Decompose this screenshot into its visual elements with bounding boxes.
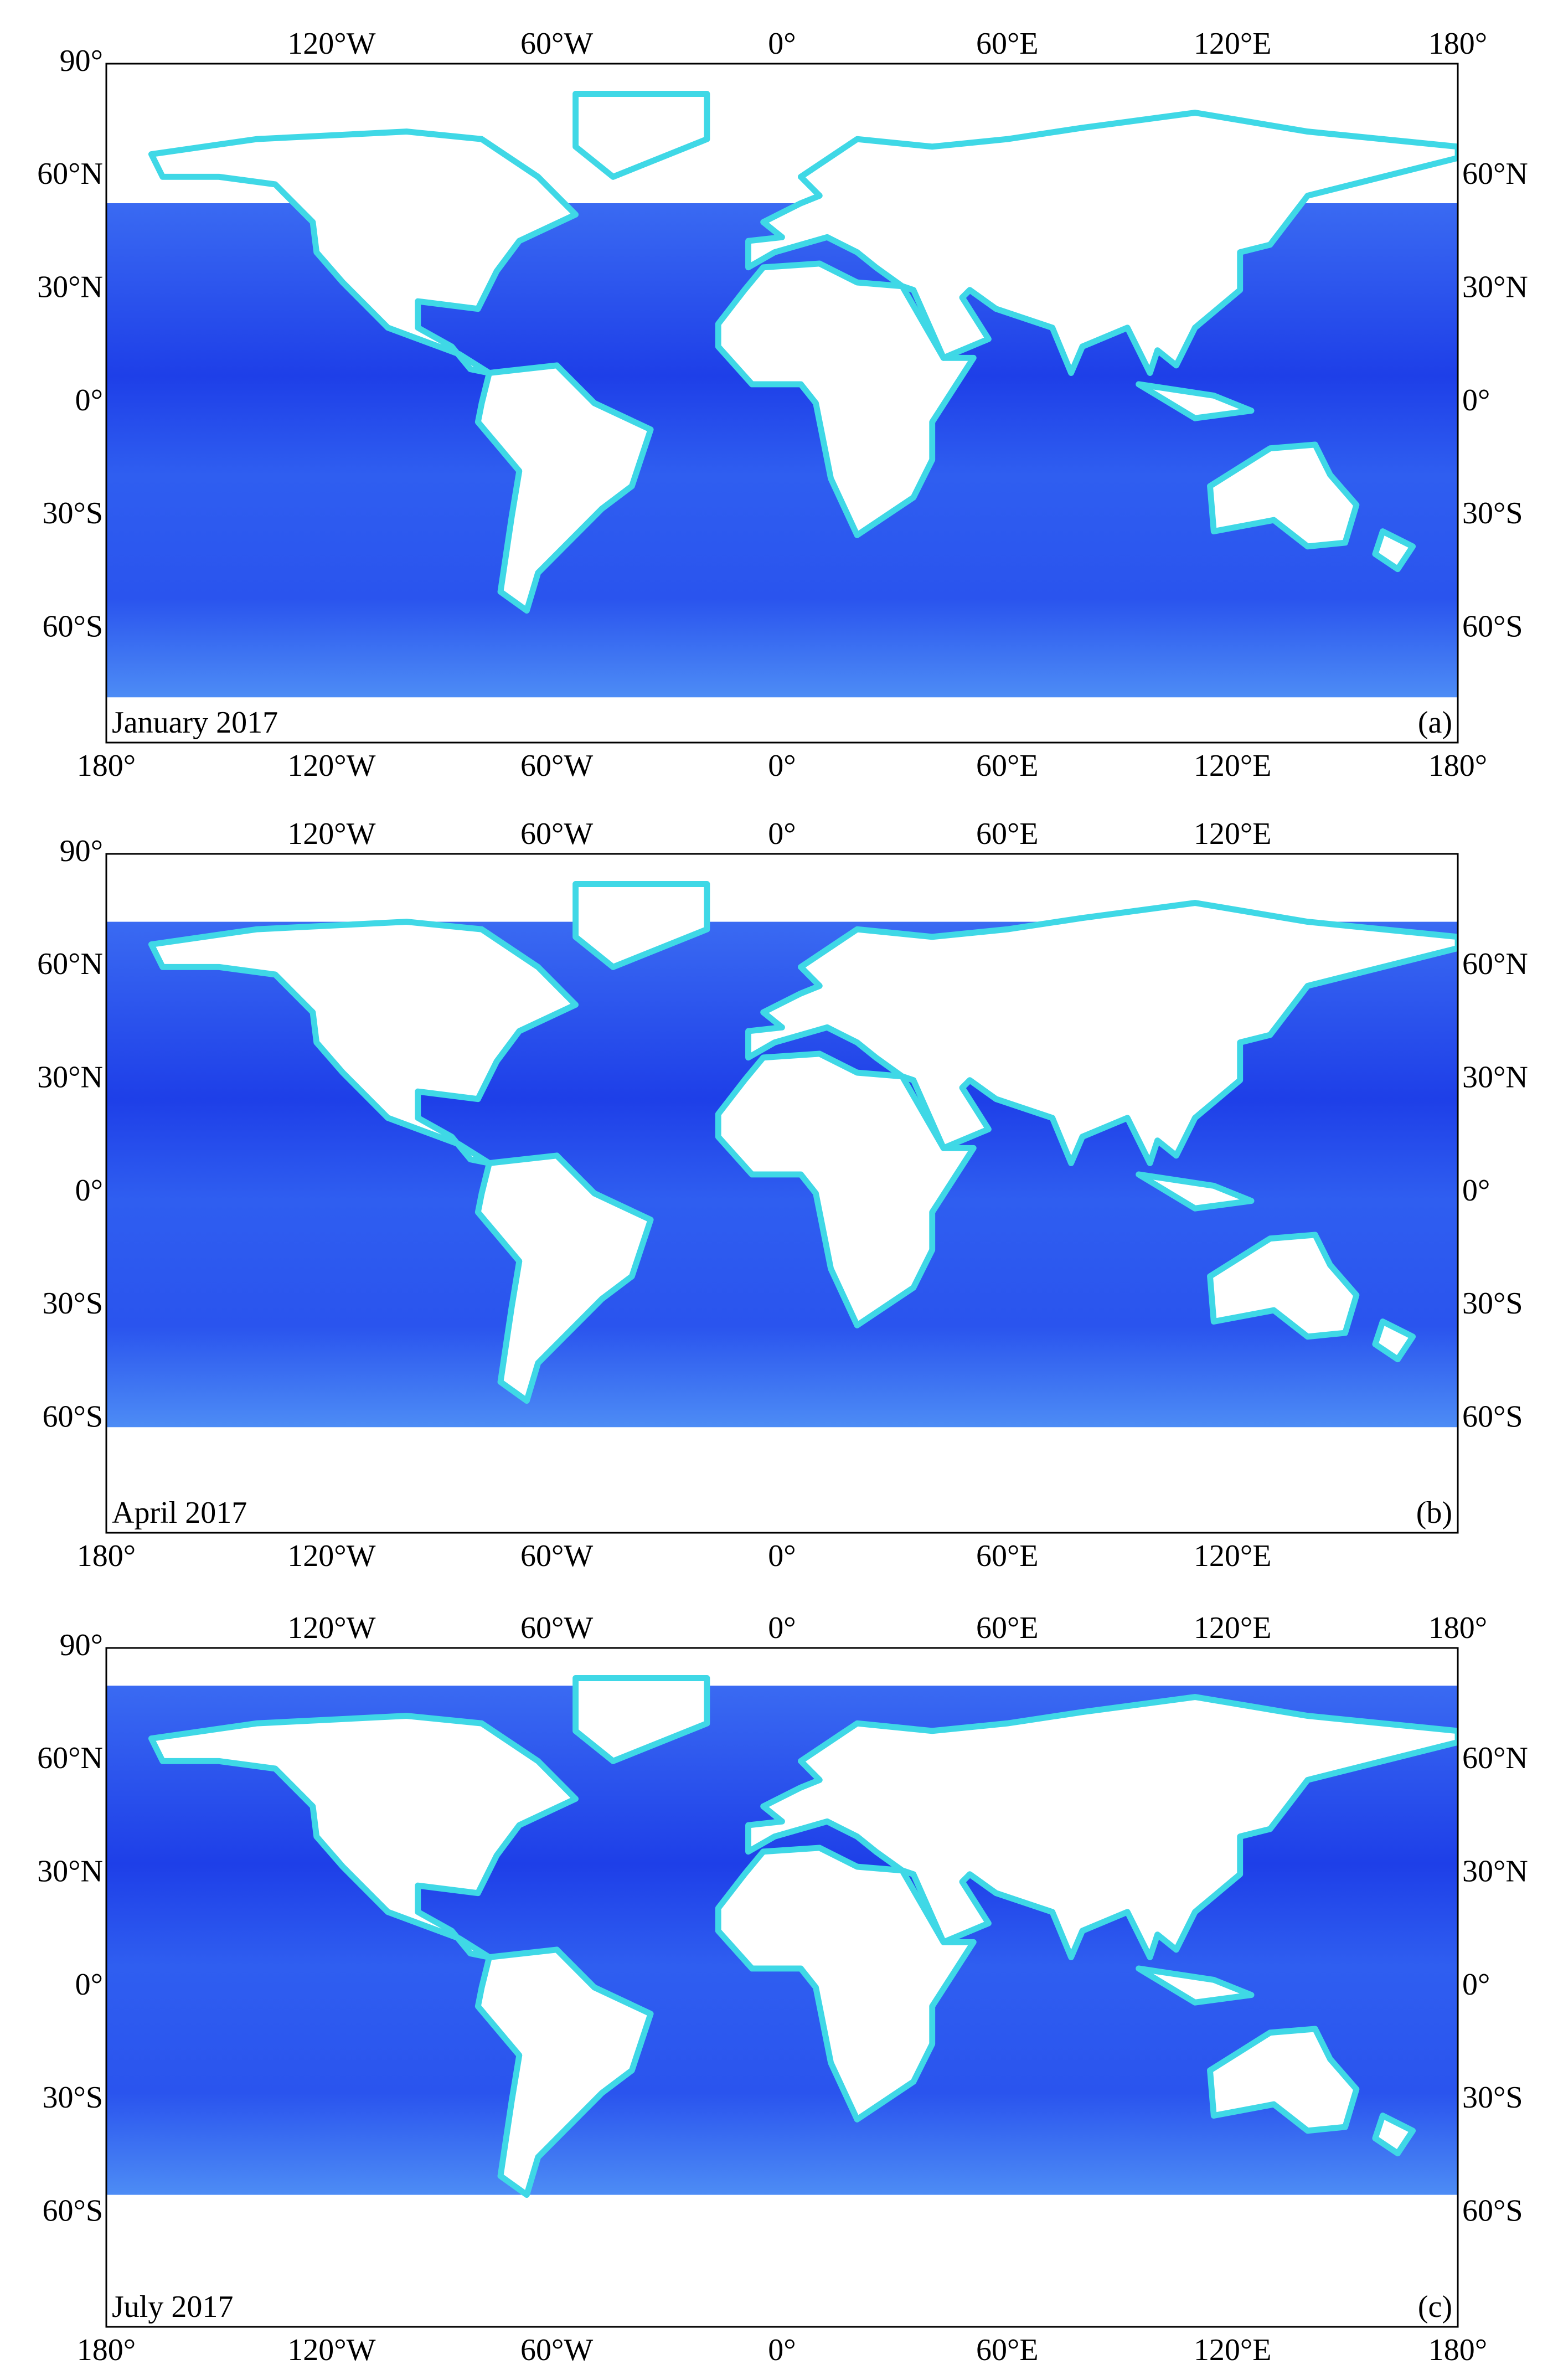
top-tick-label: 120°E (1194, 1611, 1272, 1645)
bottom-tick-label: 0° (768, 749, 796, 783)
left-tick-label: 0° (75, 383, 103, 418)
panel-letter: (b) (1416, 1496, 1452, 1530)
map-area (106, 64, 1458, 743)
panel-date: April 2017 (112, 1496, 247, 1530)
left-tick-label: 60°N (37, 157, 103, 191)
left-tick-label: 30°S (42, 2080, 103, 2115)
bottom-tick-label: 60°E (976, 1539, 1039, 1573)
left-tick-label: 30°N (37, 1060, 103, 1095)
bottom-tick-label: 0° (768, 1539, 796, 1573)
left-tick-label: 30°N (37, 1854, 103, 1889)
map-frame (105, 853, 1459, 1534)
bottom-tick-label: 0° (768, 2333, 796, 2367)
top-tick-label: 60°W (520, 1611, 593, 1645)
right-tick-label: 30°N (1462, 1854, 1528, 1889)
left-tick-label: 60°S (42, 1400, 103, 1434)
bottom-tick-label: 120°W (287, 2333, 375, 2367)
top-tick-label: 120°E (1194, 817, 1272, 851)
right-tick-label: 60°N (1462, 157, 1528, 191)
right-tick-label: 0° (1462, 1173, 1490, 1208)
panel-date: January 2017 (112, 705, 278, 740)
top-tick-label: 60°W (520, 27, 593, 61)
top-tick-label: 60°E (976, 27, 1039, 61)
right-tick-label: 60°N (1462, 947, 1528, 981)
right-tick-label: 30°S (1462, 1286, 1523, 1321)
top-tick-label: 180° (1428, 27, 1487, 61)
bottom-tick-label: 60°W (520, 1539, 593, 1573)
right-tick-label: 60°S (1462, 1400, 1523, 1434)
bottom-tick-label: 180° (1428, 2333, 1487, 2367)
top-tick-label: 60°W (520, 817, 593, 851)
left-tick-label: 60°N (37, 947, 103, 981)
left-tick-label: 30°S (42, 1286, 103, 1321)
bottom-tick-label: 60°W (520, 2333, 593, 2367)
top-tick-label: 180° (1428, 1611, 1487, 1645)
bottom-tick-label: 180° (1428, 749, 1487, 783)
bottom-tick-label: 60°E (976, 749, 1039, 783)
top-tick-label: 60°E (976, 1611, 1039, 1645)
right-tick-label: 30°N (1462, 270, 1528, 305)
right-tick-label: 0° (1462, 383, 1490, 418)
right-tick-label: 30°S (1462, 2080, 1523, 2115)
bottom-tick-label: 60°W (520, 749, 593, 783)
panel-date: July 2017 (112, 2290, 233, 2324)
right-tick-label: 30°N (1462, 1060, 1528, 1095)
right-tick-label: 0° (1462, 1967, 1490, 2002)
top-tick-label: 0° (768, 817, 796, 851)
left-tick-label: 0° (75, 1967, 103, 2002)
bottom-tick-label: 120°E (1194, 2333, 1272, 2367)
top-tick-label: 60°E (976, 817, 1039, 851)
bottom-tick-label: 180° (77, 1539, 136, 1573)
top-tick-label: 120°W (287, 27, 375, 61)
right-tick-label: 60°S (1462, 2194, 1523, 2228)
bottom-tick-label: 120°E (1194, 1539, 1272, 1573)
left-tick-label: 90° (60, 834, 103, 868)
bottom-tick-label: 180° (77, 2333, 136, 2367)
map-panel: 120°W 60°W 0° 60°E 120°E 180° 180° 120°W 60°W 0° 6… (37, 1611, 1528, 2367)
top-tick-label: 120°W (287, 1611, 375, 1645)
map-frame (105, 63, 1459, 744)
left-tick-label: 0° (75, 1173, 103, 1208)
left-tick-label: 60°N (37, 1741, 103, 1775)
left-tick-label: 60°S (42, 610, 103, 644)
left-tick-label: 90° (60, 44, 103, 78)
left-tick-label: 90° (60, 1628, 103, 1662)
right-tick-label: 60°S (1462, 610, 1523, 644)
left-tick-label: 30°S (42, 496, 103, 530)
right-tick-label: 30°S (1462, 496, 1523, 530)
map-area (106, 1648, 1458, 2327)
panel-letter: (c) (1418, 2290, 1452, 2324)
panel-letter: (a) (1418, 705, 1452, 740)
left-tick-label: 60°S (42, 2194, 103, 2228)
top-tick-label: 0° (768, 27, 796, 61)
bottom-tick-label: 120°W (287, 1539, 375, 1573)
top-tick-label: 120°E (1194, 27, 1272, 61)
right-tick-label: 60°N (1462, 1741, 1528, 1775)
map-area (106, 854, 1458, 1533)
map-panel: 120°W 60°W 0° 60°E 120°E 180° 180° 120°W 60°W 0° 6… (37, 27, 1528, 783)
bottom-tick-label: 120°E (1194, 749, 1272, 783)
map-panel: 120°W 60°W 0° 60°E 120°E 180° 120°W 60°W 0° 60°E 1… (37, 817, 1528, 1573)
top-tick-label: 0° (768, 1611, 796, 1645)
left-tick-label: 30°N (37, 270, 103, 305)
bottom-tick-label: 120°W (287, 749, 375, 783)
bottom-tick-label: 180° (77, 749, 136, 783)
map-frame (105, 1647, 1459, 2328)
top-tick-label: 120°W (287, 817, 375, 851)
bottom-tick-label: 60°E (976, 2333, 1039, 2367)
